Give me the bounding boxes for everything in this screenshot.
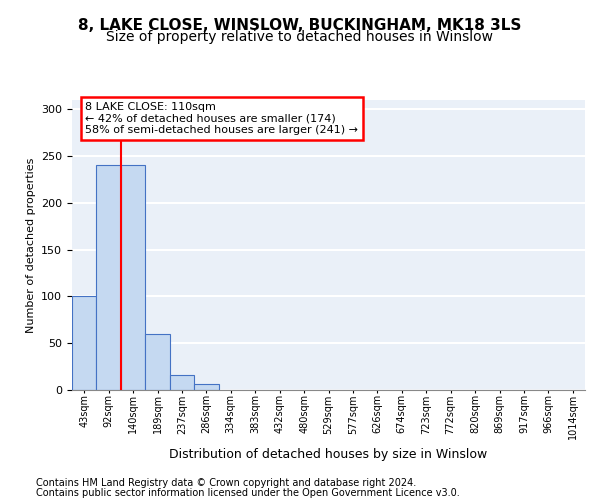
X-axis label: Distribution of detached houses by size in Winslow: Distribution of detached houses by size … [169, 448, 488, 461]
Text: Size of property relative to detached houses in Winslow: Size of property relative to detached ho… [107, 30, 493, 44]
Text: 8 LAKE CLOSE: 110sqm
← 42% of detached houses are smaller (174)
58% of semi-deta: 8 LAKE CLOSE: 110sqm ← 42% of detached h… [85, 102, 358, 135]
Bar [72, 296, 97, 390]
Bar [170, 375, 194, 390]
Bar [145, 334, 170, 390]
Bar [97, 166, 121, 390]
Text: Contains public sector information licensed under the Open Government Licence v3: Contains public sector information licen… [36, 488, 460, 498]
Text: 8, LAKE CLOSE, WINSLOW, BUCKINGHAM, MK18 3LS: 8, LAKE CLOSE, WINSLOW, BUCKINGHAM, MK18… [79, 18, 521, 32]
Bar [194, 384, 218, 390]
Text: Contains HM Land Registry data © Crown copyright and database right 2024.: Contains HM Land Registry data © Crown c… [36, 478, 416, 488]
Bar [121, 166, 145, 390]
Y-axis label: Number of detached properties: Number of detached properties [26, 158, 35, 332]
